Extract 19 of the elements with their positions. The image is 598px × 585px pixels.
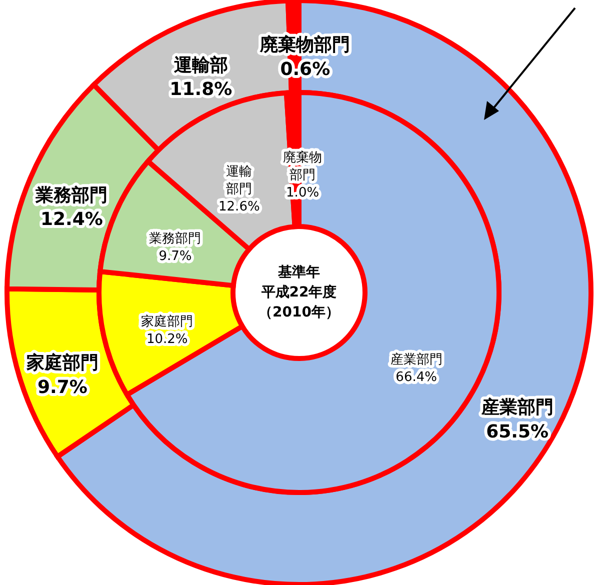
slice-label: 産業部門 bbox=[390, 351, 442, 368]
data-label: 12.6% bbox=[218, 200, 260, 215]
slice-label: 業務部門 bbox=[149, 232, 202, 247]
data-label: 9.7% bbox=[158, 249, 192, 264]
data-label: 12.4% bbox=[40, 209, 103, 230]
data-label: 10.2% bbox=[146, 332, 188, 347]
text: （2010年） bbox=[258, 304, 340, 320]
data-label: 66.4% bbox=[396, 370, 437, 385]
text: 基準年 bbox=[277, 264, 320, 280]
slice-label: 運輸部 bbox=[172, 54, 228, 76]
text: 平成22年度 bbox=[260, 284, 337, 300]
slice-label: 産業部門 bbox=[480, 397, 554, 418]
data-label: 9.7% bbox=[38, 376, 88, 398]
slice-label: 家庭部門 bbox=[141, 313, 194, 330]
slice-label: 運輸部門 bbox=[226, 164, 252, 198]
slice-label: 業務部門 bbox=[34, 184, 108, 206]
data-label: 65.5% bbox=[486, 421, 549, 442]
slice-label: 家庭部門 bbox=[25, 352, 98, 374]
data-label: 11.8% bbox=[170, 79, 232, 100]
